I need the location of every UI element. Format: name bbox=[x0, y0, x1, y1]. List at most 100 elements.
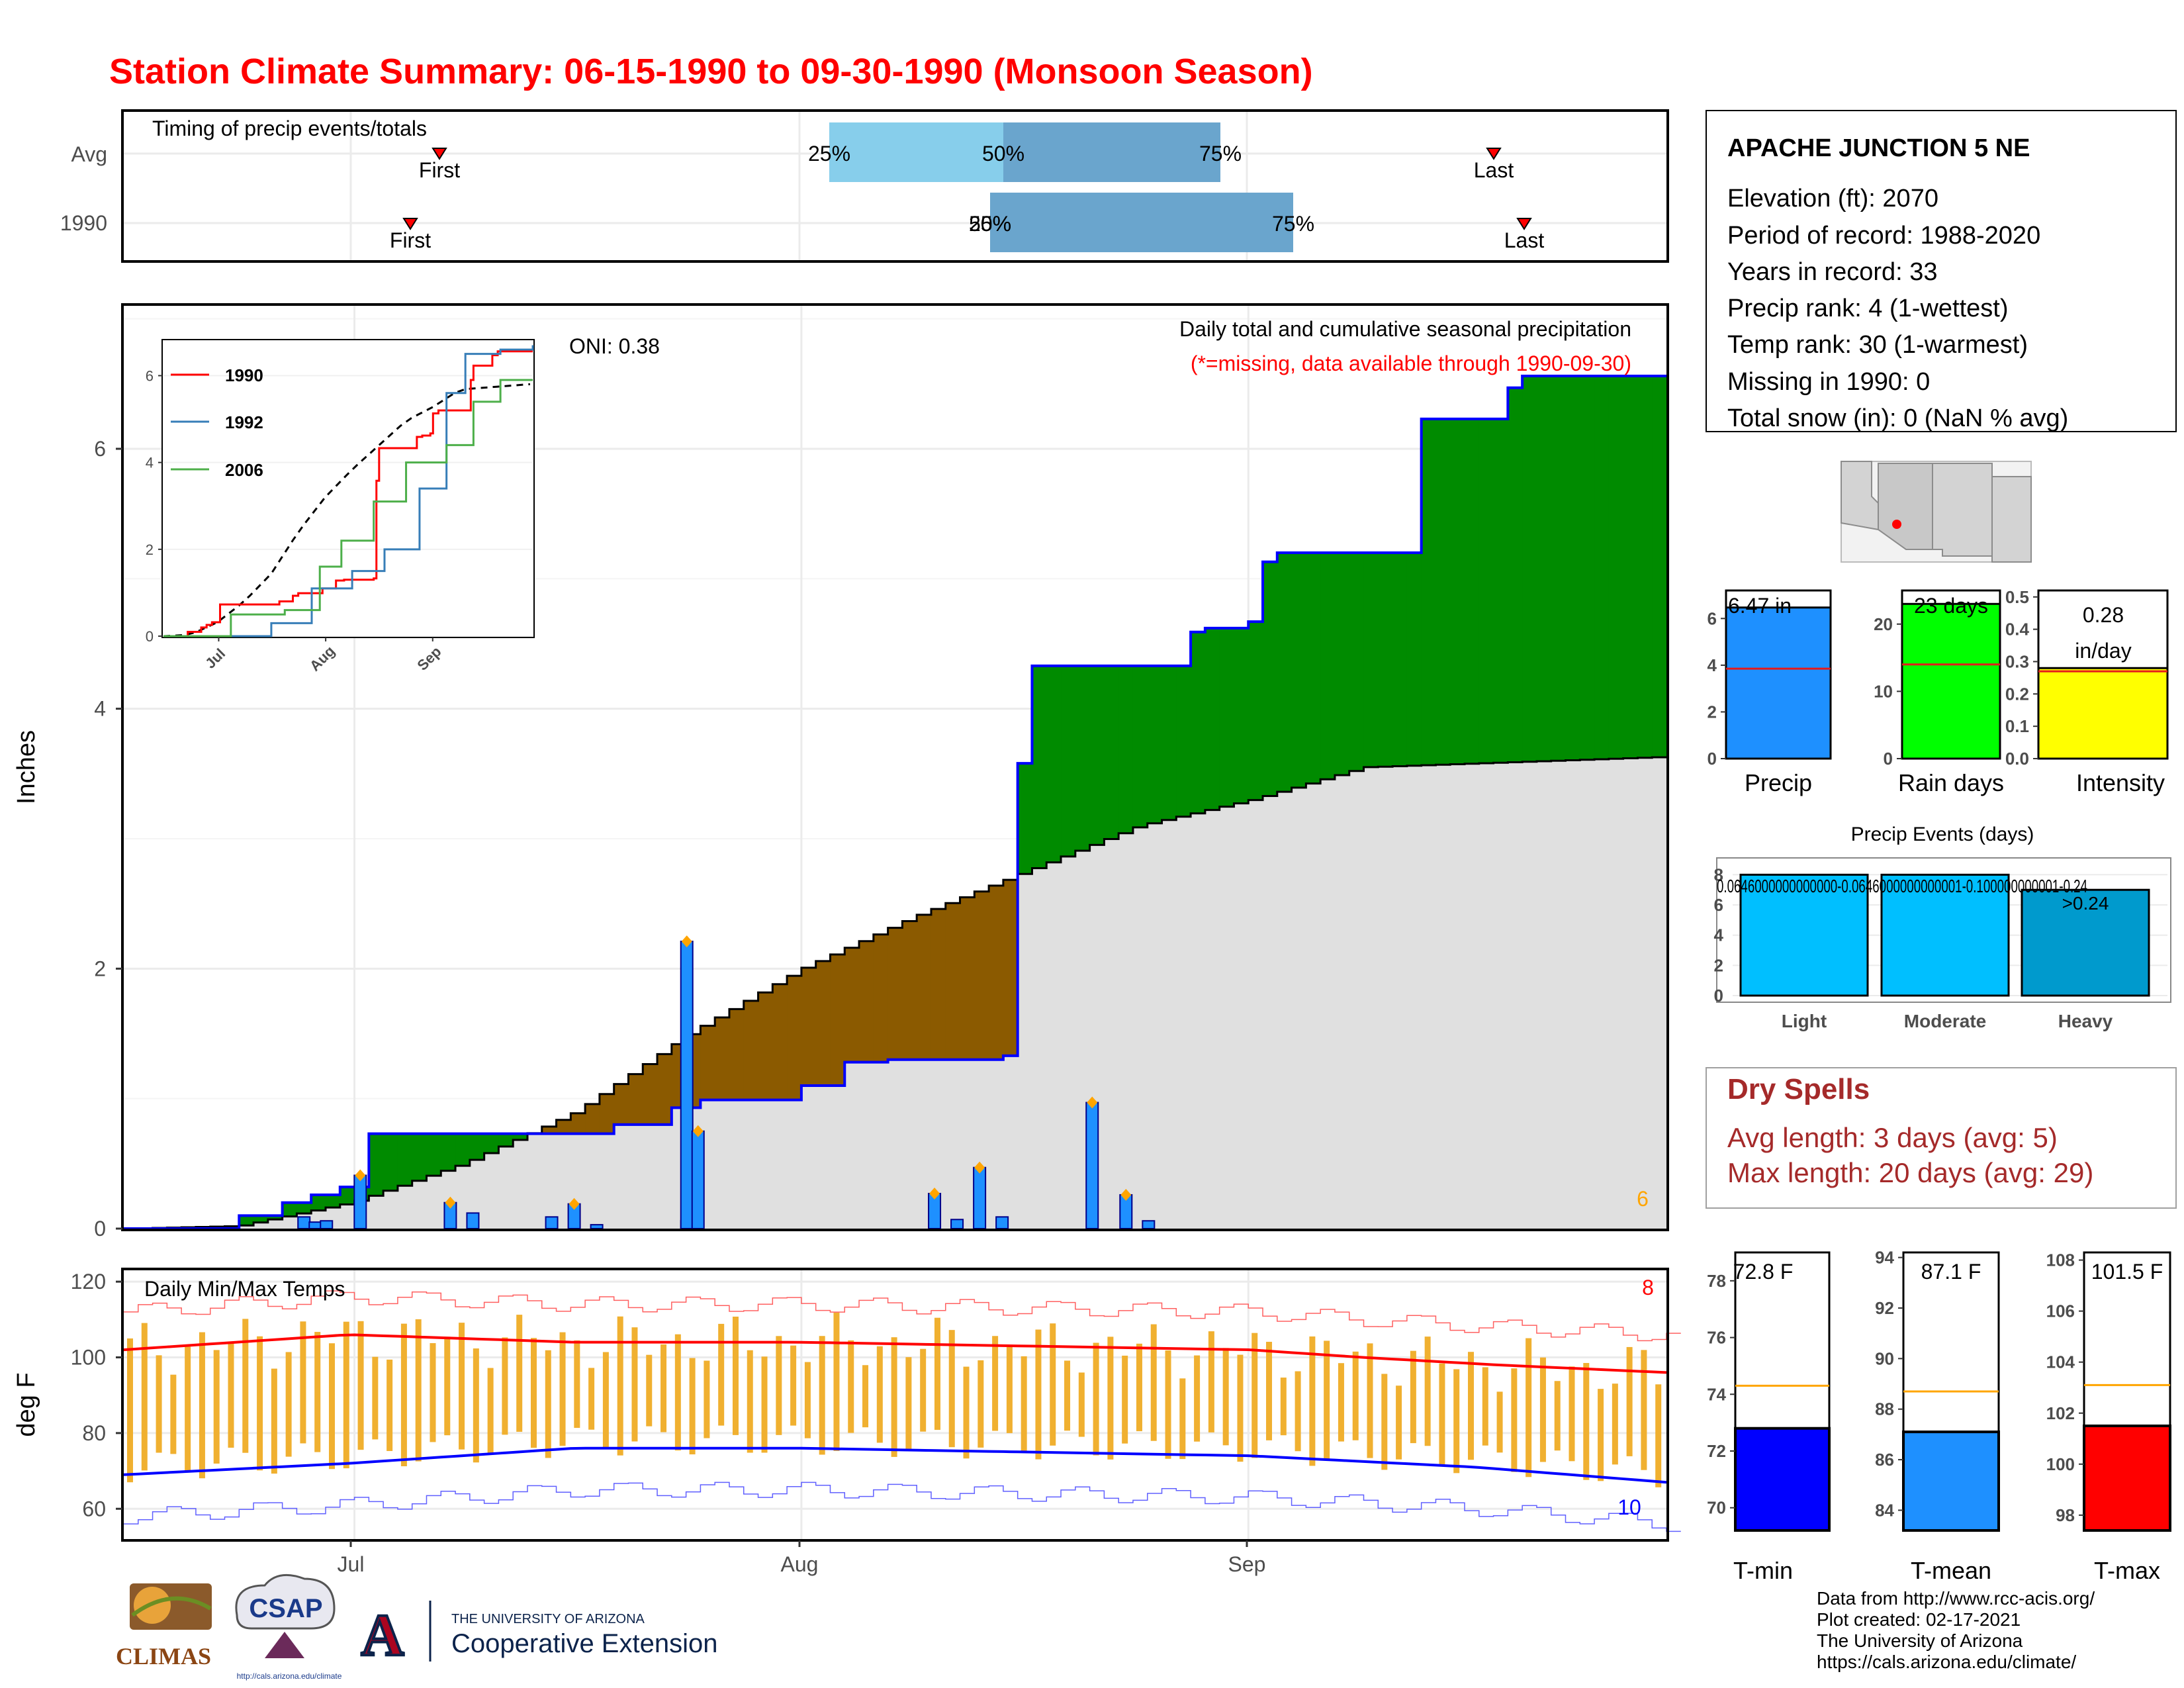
tmax-average-line bbox=[123, 1333, 1667, 1374]
precip-departure-segment bbox=[1118, 665, 1134, 833]
climas-logo: CLIMAS bbox=[116, 1583, 212, 1669]
csap-logo-text: CSAP bbox=[249, 1594, 322, 1623]
daily-precip-bar bbox=[691, 1130, 705, 1229]
timing-avg-q50-q75-bar bbox=[1003, 122, 1220, 182]
timing-year-first: First bbox=[390, 228, 431, 252]
precip-summary-value: 6.47 in bbox=[1728, 594, 1792, 618]
credit-url: https://cals.arizona.edu/climate/ bbox=[1817, 1652, 2076, 1672]
temp-daily-range-bar bbox=[1194, 1355, 1201, 1442]
temp-daily-range-bar bbox=[1468, 1352, 1475, 1460]
tmin-summary-plot: 70 72 74 76 78 bbox=[1707, 1251, 1831, 1532]
temp-daily-range-bar bbox=[992, 1336, 999, 1431]
station-precip-rank: Precip rank: 4 (1-wettest) bbox=[1727, 295, 2008, 322]
daily-precip-bar bbox=[973, 1166, 987, 1229]
temp-label: Daily Min/Max Temps bbox=[144, 1277, 345, 1301]
daily-precip-bars bbox=[297, 935, 1156, 1230]
temp-daily-range-bar bbox=[1655, 1384, 1662, 1487]
temp-daily-range-bar bbox=[300, 1321, 306, 1444]
temp-daily-range-bar bbox=[1583, 1363, 1590, 1480]
precip-departure-segment bbox=[1089, 665, 1105, 845]
precip-departure-segment bbox=[1161, 665, 1177, 820]
summary-tick-label: 0 bbox=[1884, 749, 1893, 769]
temp-daily-range-bar bbox=[516, 1315, 523, 1432]
temp-summary-tick-label: 72 bbox=[1707, 1441, 1726, 1461]
texas-shape bbox=[1991, 476, 2032, 563]
temp-daily-range-bar bbox=[1598, 1389, 1604, 1481]
events-ytick-label: 4 bbox=[1714, 925, 1724, 945]
inset-line-1992 bbox=[163, 345, 534, 637]
precip-departure-segment bbox=[267, 1215, 283, 1220]
temp-ytick-label: 120 bbox=[71, 1270, 106, 1293]
timing-label: Timing of precip events/totals bbox=[152, 117, 427, 140]
tmin-summary: 70 72 74 76 78 72.8 F T-min bbox=[1707, 1251, 1831, 1584]
temp-summary-tick-label: 102 bbox=[2046, 1403, 2075, 1423]
tmean-summary-plot: 84 86 88 90 92 94 bbox=[1875, 1248, 2000, 1532]
inset-normal-line bbox=[163, 383, 531, 637]
normal-cumulative-line bbox=[124, 756, 1666, 1230]
precip-departure-segment bbox=[1421, 418, 1437, 765]
summary-tick-label: 10 bbox=[1874, 681, 1893, 701]
temp-daily-range-bar bbox=[1251, 1333, 1258, 1458]
inset-line-1990 bbox=[179, 350, 533, 637]
temp-daily-range-bar bbox=[1280, 1378, 1287, 1436]
daily-precip-marker bbox=[692, 1125, 704, 1137]
precip-departure-segment bbox=[383, 1133, 398, 1191]
precip-departure-segment bbox=[628, 1074, 643, 1125]
precip-departure-segment bbox=[599, 1094, 615, 1134]
temp-daily-range-bar bbox=[1410, 1350, 1416, 1444]
precip-departure-segment bbox=[830, 954, 845, 1086]
precip-departure-segment bbox=[340, 1187, 355, 1205]
temp-summary-tick-label: 84 bbox=[1875, 1500, 1894, 1520]
precip-departure-segment bbox=[859, 941, 874, 1062]
temp-daily-range-bar bbox=[790, 1345, 797, 1426]
temp-daily-range-bar bbox=[862, 1365, 869, 1428]
temp-daily-range-bar bbox=[876, 1346, 883, 1443]
temp-summary-tick-label: 70 bbox=[1707, 1498, 1726, 1518]
temp-daily-range-bar bbox=[1309, 1336, 1316, 1466]
temp-daily-range-bar bbox=[948, 1330, 955, 1448]
temp-daily-range-bar bbox=[660, 1344, 667, 1432]
rain-days-summary: 0 10 20 23 days Rain days bbox=[1874, 589, 2004, 796]
dry-spells-panel: Dry Spells Avg length: 3 days (avg: 5) M… bbox=[1706, 1067, 2177, 1209]
temp-daily-range-bar bbox=[905, 1357, 912, 1450]
precip-departure-segment bbox=[541, 1126, 557, 1134]
intensity-summary-unit: in/day bbox=[2075, 639, 2131, 663]
precip-departure-segment bbox=[960, 897, 975, 1060]
temp-daily-range-bar bbox=[631, 1327, 638, 1442]
temp-daily-range-bar bbox=[328, 1343, 335, 1470]
temp-daily-range-bar bbox=[920, 1348, 927, 1432]
temp-daily-range-bar bbox=[1107, 1336, 1114, 1460]
daily-precip-marker bbox=[445, 1196, 456, 1209]
temp-summary-tick-label: 76 bbox=[1707, 1328, 1726, 1348]
precip-departure-segment bbox=[1234, 628, 1249, 804]
temp-daily-range-bar bbox=[1367, 1343, 1373, 1458]
daily-precip-bar bbox=[466, 1212, 480, 1230]
temp-summary-tick-label: 86 bbox=[1875, 1450, 1894, 1470]
precip-departure-segment bbox=[1132, 665, 1148, 827]
tmean-summary: 84 86 88 90 92 94 87.1 F T-mean bbox=[1875, 1248, 2000, 1584]
summary-tick-label: 20 bbox=[1874, 614, 1893, 634]
precip-frame bbox=[121, 303, 1669, 1231]
temp-daily-range-bar bbox=[444, 1336, 451, 1436]
precip-departure-segment bbox=[1263, 561, 1278, 796]
temp-summary-bar bbox=[1902, 1430, 2000, 1532]
temp-summary-tick-label: 100 bbox=[2046, 1454, 2075, 1474]
precip-departure-segment bbox=[412, 1133, 428, 1181]
temp-daily-range-bar bbox=[387, 1359, 393, 1452]
precip-departure-segment bbox=[311, 1194, 326, 1211]
temp-daily-range-bar bbox=[1324, 1340, 1330, 1459]
precip-departure-segment bbox=[1594, 376, 1610, 760]
precip-departure-segment bbox=[513, 1133, 528, 1140]
timing-year-q75: 75% bbox=[1272, 212, 1314, 236]
temp-daily-range-bar bbox=[372, 1356, 379, 1440]
temp-daily-range-bar bbox=[804, 1362, 811, 1438]
temp-daily-range-bar bbox=[963, 1366, 970, 1459]
temp-summary-tick-label: 74 bbox=[1707, 1384, 1726, 1404]
precip-ytick-label: 2 bbox=[94, 957, 106, 980]
precip-departure-segment bbox=[700, 1025, 715, 1100]
precip-departure-segment bbox=[1465, 418, 1480, 764]
temp-daily-range-bar bbox=[271, 1368, 277, 1474]
daily-precip-bar bbox=[950, 1219, 964, 1230]
daily-precip-bar bbox=[1142, 1220, 1156, 1230]
temp-daily-range-bar bbox=[545, 1350, 551, 1458]
